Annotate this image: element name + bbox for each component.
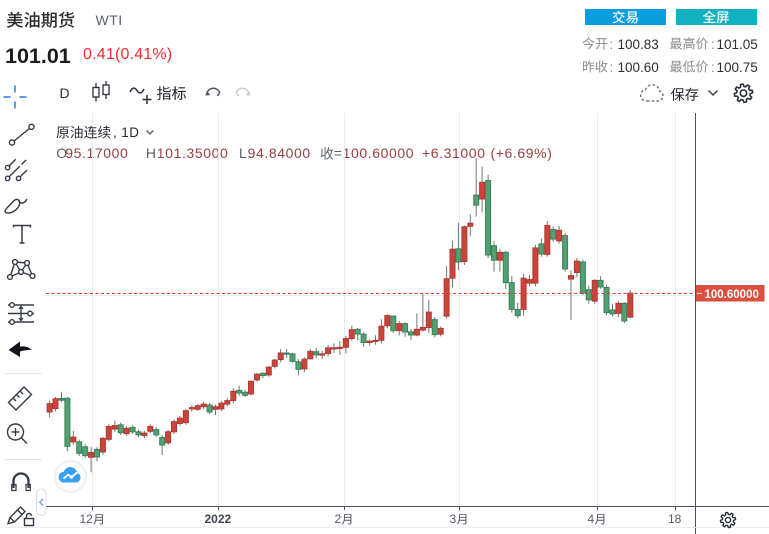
svg-text:100.60000: 100.60000	[705, 289, 759, 301]
